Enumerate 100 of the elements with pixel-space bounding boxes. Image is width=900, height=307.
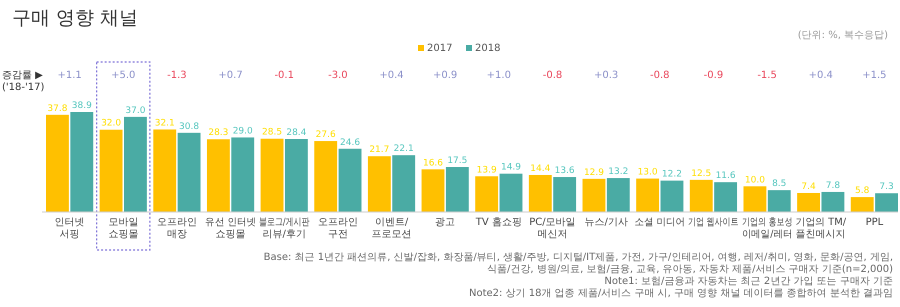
x-tick-label: 유선 인터넷 쇼핑몰	[205, 217, 258, 240]
bar	[850, 197, 874, 212]
data-label: 13.6	[554, 166, 575, 176]
bar	[768, 190, 791, 212]
bar	[553, 177, 576, 212]
x-tick-label: PC/모바일 메신저	[529, 217, 576, 240]
bar	[392, 155, 416, 212]
data-label: 37.8	[47, 104, 68, 114]
data-label: 11.6	[716, 171, 736, 182]
bar	[475, 176, 498, 212]
data-label: 8.5	[772, 179, 786, 190]
legend-label: 2017	[427, 43, 452, 54]
bar	[690, 180, 713, 212]
data-label: 12.2	[662, 170, 682, 180]
text: +0.3	[594, 70, 618, 81]
text: +1.5	[862, 70, 887, 81]
text: -0.8	[650, 70, 670, 81]
bar	[660, 180, 684, 212]
text: +5.0	[111, 70, 136, 81]
text: +0.4	[808, 70, 833, 81]
x-tick-label: 뉴스/기사	[584, 217, 628, 228]
text: -3.0	[328, 70, 348, 81]
bar	[153, 129, 176, 212]
bar	[797, 192, 820, 212]
data-label: 5.8	[855, 186, 870, 196]
bar	[124, 116, 147, 212]
x-tick-label: 오프라인 매장	[156, 217, 197, 240]
text: -1.3	[167, 70, 187, 81]
data-label: 10.0	[744, 175, 766, 186]
data-label: 27.6	[316, 130, 336, 140]
data-label: 7.4	[801, 182, 816, 192]
bar	[314, 141, 338, 212]
text: +0.4	[379, 70, 404, 81]
bar	[743, 186, 766, 212]
data-label: 7.8	[826, 180, 840, 191]
bar	[178, 132, 201, 212]
bar	[231, 137, 254, 212]
bar	[875, 193, 898, 212]
data-label: 29.0	[232, 126, 254, 136]
text: +1.0	[486, 70, 511, 81]
bar	[422, 169, 444, 212]
text: Note1: 보험/금융과 자동차는 최근 2년간 가입 또는 구매자 기준	[604, 276, 893, 287]
data-label: 28.4	[286, 128, 307, 138]
data-label: 21.7	[369, 145, 390, 156]
data-label: 30.8	[179, 122, 200, 132]
x-tick-label: 광고	[435, 217, 456, 228]
text: +0.9	[433, 70, 458, 81]
data-label: 38.9	[72, 101, 92, 111]
bar	[284, 138, 308, 212]
bar	[260, 138, 284, 212]
bar	[70, 112, 94, 212]
x-tick-label: TV 홈쇼핑	[474, 217, 522, 228]
bar	[500, 174, 522, 212]
x-tick-label: 소셜 미디어	[634, 217, 688, 228]
data-label: 12.9	[584, 168, 604, 178]
chart-subtitle: (단위: %, 복수응답)	[798, 30, 888, 41]
data-label: 28.5	[262, 128, 282, 138]
data-label: 17.5	[447, 156, 468, 166]
text: -0.9	[704, 70, 724, 81]
data-label: 7.3	[879, 182, 894, 192]
text: Note2: 상기 18개 업종 제품/서비스 구매 시, 구매 영향 채널 데이터를 종합하여 분석한 결과임	[469, 288, 893, 299]
x-tick-label: 이벤트/ 프로모션	[372, 217, 412, 240]
x-tick-label: PPL	[866, 217, 884, 228]
data-label: 13.0	[638, 168, 658, 178]
bar	[446, 167, 469, 212]
text: 증감률 ▶ ('18-'17)	[2, 70, 44, 93]
text: -0.1	[274, 70, 294, 81]
bar	[338, 148, 362, 212]
data-label: 13.9	[476, 165, 497, 176]
x-tick-label: 기업의 TM/ 플친메시지	[795, 217, 847, 240]
data-label: 32.1	[154, 118, 175, 128]
bar	[368, 156, 391, 212]
chart-title: 구매 영향 채널	[12, 7, 138, 29]
bar	[821, 192, 844, 212]
bar	[714, 182, 738, 212]
bar	[582, 178, 606, 212]
data-label: 24.6	[340, 138, 360, 148]
data-label: 28.3	[208, 128, 228, 138]
bar	[606, 178, 630, 212]
bar	[100, 130, 123, 212]
text: -1.5	[757, 70, 777, 81]
bar	[636, 178, 660, 212]
bar	[46, 114, 69, 212]
data-label: 37.0	[125, 106, 146, 116]
data-label: 32.0	[101, 118, 122, 129]
x-tick-label: 인터넷 서핑	[54, 217, 85, 240]
data-label: 14.4	[530, 164, 551, 174]
legend-label: 2018	[475, 43, 500, 54]
data-label: 12.5	[691, 168, 712, 179]
text: Base: 최근 1년간 패션의류, 신발/잡화, 화장품/뷰티, 생활/주방, 디지털/IT제품, 가전, 가구/인테리어, 여행, 레저/취미, 영화, 문화/공연, 게임, 식품/건강, 병원/의료, 보험/금융, 교육, 유아동, 자동차 제품/서비스 구매자 기준(n=2,000)	[264, 252, 894, 275]
data-label: 16.6	[422, 158, 444, 168]
text: +0.7	[218, 70, 243, 81]
data-label: 22.1	[394, 144, 414, 154]
bar	[528, 174, 552, 212]
text: -0.8	[542, 70, 562, 81]
text: +1.1	[57, 70, 82, 81]
bar	[206, 139, 230, 212]
x-tick-label: 모바일 쇼핑몰	[108, 217, 138, 240]
data-label: 14.9	[500, 162, 522, 173]
data-label: 13.2	[608, 167, 628, 178]
